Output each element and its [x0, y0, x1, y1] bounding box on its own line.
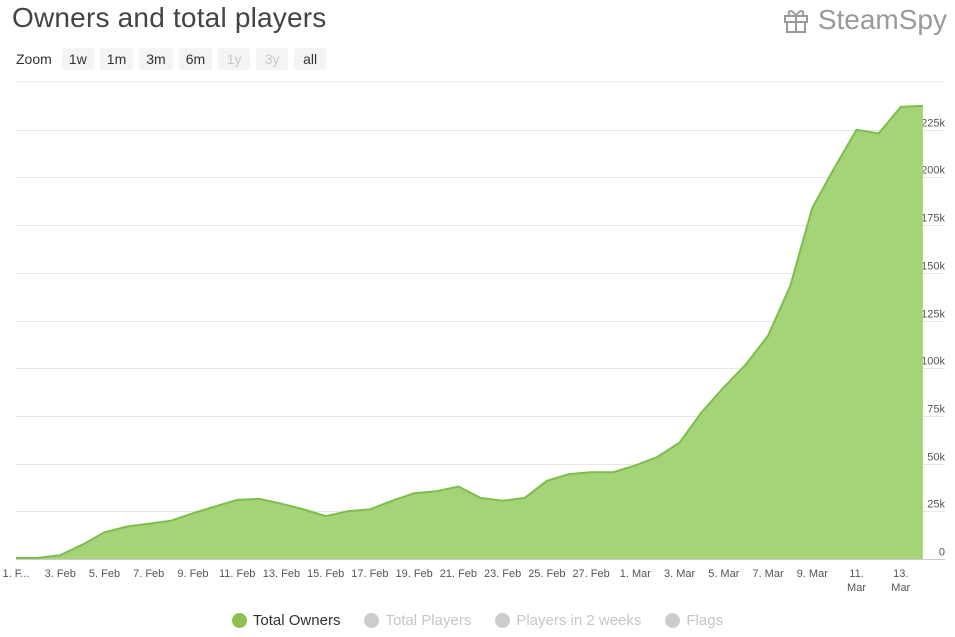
series-area-total-owners[interactable] [16, 105, 923, 560]
y-tick-label: 175k [921, 213, 945, 225]
zoom-1m-button[interactable]: 1m [99, 48, 134, 70]
legend-item-flags[interactable]: Flags [665, 612, 723, 629]
x-tick-label: 17. Feb [351, 568, 388, 580]
x-tick-label-line: 5. Mar [708, 568, 740, 580]
y-tick-label: 100k [921, 356, 945, 368]
y-tick-label: 0 [939, 547, 945, 559]
zoom-1y-button[interactable]: 1y [218, 48, 251, 70]
zoom-label: Zoom [16, 51, 52, 67]
x-tick-label: 11. Feb [219, 568, 256, 580]
x-tick-label-line: 25. Feb [528, 568, 565, 580]
y-tick-label: 75k [927, 404, 945, 416]
legend-label: Players in 2 weeks [516, 612, 642, 629]
legend-item-total-players[interactable]: Total Players [364, 612, 471, 629]
y-tick-label: 200k [921, 165, 945, 177]
x-tick-label: 9. Feb [177, 568, 208, 580]
x-tick-label-line: 17. Feb [351, 568, 388, 580]
x-tick-label-line: 3. Mar [664, 568, 696, 580]
page-title: Owners and total players [12, 2, 327, 33]
zoom-1w-button[interactable]: 1w [61, 48, 94, 70]
x-tick-label: 1. Mar [620, 568, 652, 580]
zoom-3m-button[interactable]: 3m [139, 48, 173, 70]
x-tick-label-line: 23. Feb [484, 568, 521, 580]
x-tick-label-line: 9. Feb [177, 568, 208, 580]
x-tick-label-line: 27. Feb [572, 568, 609, 580]
y-tick-label: 25k [927, 499, 945, 511]
zoom-all-button[interactable]: all [294, 48, 327, 70]
gift-icon [782, 6, 810, 34]
x-tick-label-line: 7. Mar [752, 568, 784, 580]
zoom-6m-button[interactable]: 6m [178, 48, 213, 70]
y-tick-label: 50k [927, 452, 945, 464]
x-tick-label-line: 11. Feb [219, 568, 256, 580]
x-tick-label: 5. Mar [708, 568, 740, 580]
x-tick-label: 11. Mar [847, 568, 866, 594]
x-tick-label-line: 15. Feb [307, 568, 344, 580]
x-tick-label-line: 13. [893, 568, 908, 580]
zoom-3y-button[interactable]: 3y [256, 48, 289, 70]
x-tick-label-line: Mar [847, 582, 866, 594]
brand-logo[interactable]: SteamSpy [782, 2, 947, 38]
x-tick-label: 3. Feb [45, 568, 76, 580]
x-tick-label: 7. Feb [133, 568, 164, 580]
x-tick-label: 9. Mar [797, 568, 829, 580]
legend-dot-icon [495, 613, 511, 628]
owners-area-chart[interactable]: 0 25k 50k 75k 100k 125k 150k 175k 200k 225k 1. F..… [0, 78, 955, 603]
x-tick-label-line: 7. Feb [133, 568, 164, 580]
legend-item-players-2-weeks[interactable]: Players in 2 weeks [495, 612, 641, 629]
legend-item-total-owners[interactable]: Total Owners [231, 612, 341, 629]
x-tick-label: 13. Mar [891, 568, 910, 594]
legend-label: Flags [686, 612, 724, 629]
legend-dot-icon [665, 613, 681, 628]
x-tick-label: 5. Feb [89, 568, 120, 580]
chart-legend: Total Owners Total Players Players in 2 … [0, 612, 955, 629]
x-tick-label-line: 21. Feb [440, 568, 477, 580]
x-tick-label: 27. Feb [572, 568, 609, 580]
x-tick-label: 23. Feb [484, 568, 521, 580]
x-tick-label: 3. Mar [664, 568, 696, 580]
x-tick-label-line: 19. Feb [395, 568, 432, 580]
x-tick-label-line: 1. Mar [620, 568, 652, 580]
x-tick-label-line: 13. Feb [263, 568, 300, 580]
legend-label: Total Owners [252, 612, 341, 629]
x-tick-label: 19. Feb [395, 568, 432, 580]
legend-dot-icon [364, 613, 380, 628]
x-tick-label-line: 1. F... [3, 568, 30, 580]
brand-name: SteamSpy [817, 4, 947, 35]
x-tick-label: 21. Feb [440, 568, 477, 580]
x-tick-label-line: Mar [891, 582, 910, 594]
x-tick-label-line: 5. Feb [89, 568, 120, 580]
x-tick-label: 1. F... [3, 568, 30, 580]
x-tick-label-line: 3. Feb [45, 568, 76, 580]
y-tick-label: 225k [921, 118, 945, 130]
x-tick-label: 15. Feb [307, 568, 344, 580]
x-tick-label-line: 11. [849, 568, 863, 580]
zoom-controls: Zoom 1w 1m 3m 6m 1y 3y all [16, 48, 327, 70]
series-line-total-owners [15, 104, 923, 559]
x-tick-label: 13. Feb [263, 568, 300, 580]
y-tick-label: 125k [921, 309, 945, 321]
y-tick-label: 150k [921, 261, 945, 273]
x-tick-label: 7. Mar [752, 568, 784, 580]
x-tick-label: 25. Feb [528, 568, 565, 580]
x-tick-label-line: 9. Mar [797, 568, 829, 580]
legend-dot-icon [231, 613, 247, 628]
legend-label: Total Players [385, 612, 472, 629]
